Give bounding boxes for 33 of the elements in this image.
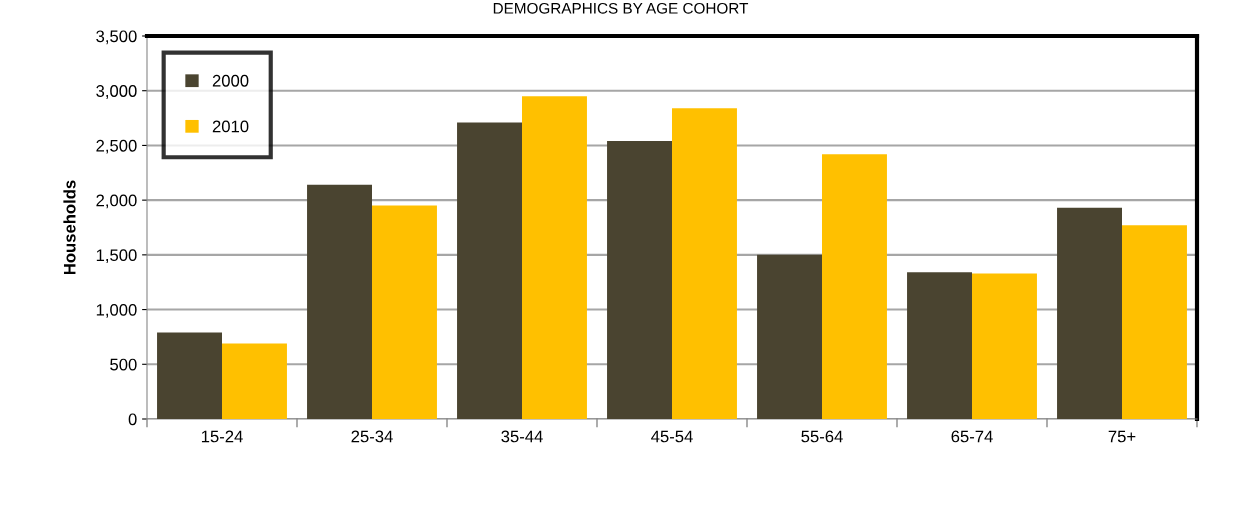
x-tick-label: 55-64 <box>801 430 843 443</box>
bar <box>372 205 437 419</box>
bar <box>222 343 287 419</box>
y-tick-label: 1,000 <box>96 303 137 318</box>
x-tick-label: 65-74 <box>951 430 993 443</box>
y-tick-label: 2,000 <box>96 194 137 209</box>
bar <box>307 184 372 419</box>
y-tick-label: 3,500 <box>96 30 137 45</box>
bar <box>672 108 737 419</box>
chart-title: DEMOGRAPHICS BY AGE COHORT <box>493 2 749 14</box>
bar <box>1057 207 1122 419</box>
bar <box>457 122 522 419</box>
bar <box>972 273 1037 419</box>
legend-label: 2000 <box>212 74 249 87</box>
y-tick-label: 0 <box>128 413 137 426</box>
x-tick-label: 25-34 <box>351 430 393 443</box>
x-tick-label: 75+ <box>1108 430 1136 443</box>
bar <box>1122 225 1187 419</box>
y-axis-title: Households <box>63 180 76 275</box>
y-tick-label: 1,500 <box>96 249 137 264</box>
x-tick-label: 35-44 <box>501 430 543 443</box>
legend-label: 2010 <box>212 120 249 133</box>
x-tick-label: 15-24 <box>201 430 243 443</box>
y-tick-label: 3,000 <box>96 85 137 99</box>
bar <box>907 272 972 419</box>
bar <box>157 332 222 419</box>
bar <box>822 154 887 419</box>
bar <box>522 96 587 419</box>
y-tick-label: 2,500 <box>96 139 137 154</box>
x-tick-label: 45-54 <box>651 430 693 443</box>
bar <box>607 141 672 419</box>
bar <box>757 254 822 419</box>
y-tick-label: 500 <box>110 358 137 371</box>
